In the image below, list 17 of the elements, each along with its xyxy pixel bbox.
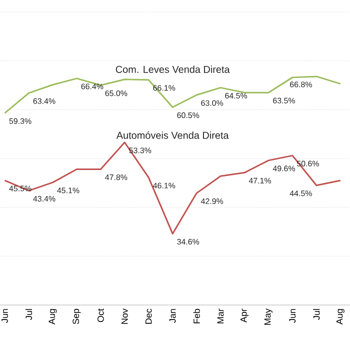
series-label: Com. Leves Venda Direta [116,66,230,73]
x-tick-label: Mar [217,308,224,324]
x-tick-label: May [264,308,273,325]
x-tick-label: Feb [193,308,200,324]
x-tick-label: Jun [2,309,8,323]
x-tick-label: Jun [289,309,296,323]
x-tick-label: Sep [72,308,81,324]
x-tick-label: Nov [122,308,128,324]
x-tick-label: Apr [240,308,249,322]
x-tick-label: Jul [25,309,32,320]
x-tick-label: Jan [169,309,176,323]
x-tick-label: Aug [48,309,57,324]
x-tick-label: Dec [146,308,152,324]
series-label: Automóveis Venda Direta [116,131,229,139]
x-tick-label: Aug [336,309,344,324]
x-tick-label: Jul [313,309,320,320]
x-tick-label: Oct [98,308,104,322]
